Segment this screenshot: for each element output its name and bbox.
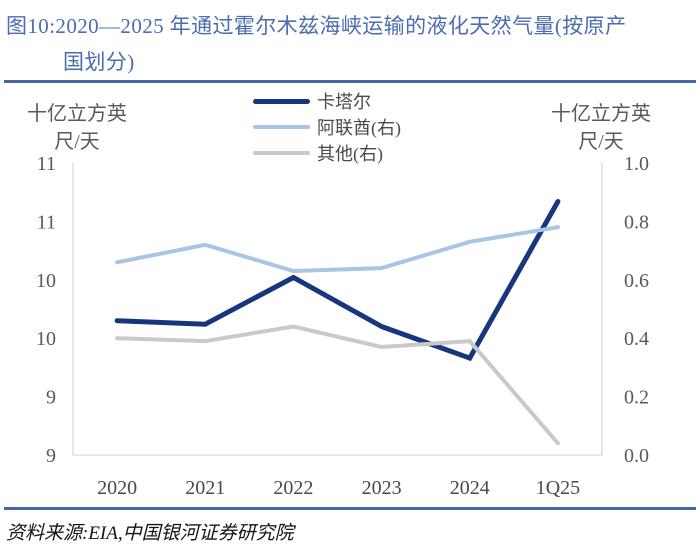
right-axis-tick-label: 0.8	[624, 211, 649, 233]
left-axis-unit: 十亿立方英 尺/天	[22, 100, 132, 156]
left-axis-tick-label: 9	[46, 387, 56, 409]
legend-label: 阿联酋(右)	[317, 118, 401, 138]
left-axis-unit-line1: 十亿立方英	[27, 103, 127, 125]
title-divider-line	[4, 80, 696, 83]
source-note: 资料来源:EIA,中国银河证券研究院	[6, 523, 294, 544]
series-line-2	[115, 324, 560, 446]
right-axis-tick-label: 0.0	[624, 445, 649, 467]
source-divider-line	[4, 507, 696, 510]
left-axis-tick-label: 11	[37, 211, 56, 233]
legend-item-2: 其他(右)	[253, 144, 401, 164]
left-axis-tick-label: 9	[46, 445, 56, 467]
left-axis-tick-label: 11	[37, 153, 56, 175]
x-axis-tick-label: 1Q25	[536, 477, 580, 499]
left-axis-unit-line2: 尺/天	[54, 131, 100, 153]
series-line-1	[115, 225, 560, 274]
legend-item-0: 卡塔尔	[253, 92, 401, 112]
x-axis-tick-label: 2022	[273, 477, 313, 499]
right-axis-unit-line2: 尺/天	[578, 131, 624, 153]
x-axis-tick-label: 2023	[362, 477, 402, 499]
legend-label: 其他(右)	[317, 144, 383, 164]
series-line-0	[114, 199, 561, 362]
axis-frame	[72, 163, 603, 456]
x-axis-tick-label: 2021	[185, 477, 225, 499]
legend-line-swatch	[253, 125, 310, 129]
legend-line-swatch	[253, 151, 310, 155]
right-axis-tick-label: 0.4	[624, 328, 649, 350]
legend-line-swatch	[253, 98, 310, 104]
x-axis-tick-label: 2020	[97, 477, 137, 499]
chart-legend: 卡塔尔阿联酋(右) 其他(右)	[253, 92, 401, 164]
figure-title-line2: 国划分)	[63, 50, 135, 74]
right-axis-tick-label: 0.6	[624, 270, 649, 292]
figure-title-line1: 图10:2020—2025 年通过霍尔木兹海峡运输的液化天然气量(按原产	[6, 14, 627, 38]
legend-label: 卡塔尔	[317, 92, 371, 112]
right-axis-tick-label: 1.0	[624, 153, 649, 175]
legend-item-1: 阿联酋(右)	[253, 118, 401, 138]
left-axis-tick-label: 10	[36, 270, 56, 292]
x-axis-tick-label: 2024	[450, 477, 490, 499]
right-axis-tick-label: 0.2	[624, 387, 649, 409]
left-axis-tick-label: 10	[36, 328, 56, 350]
right-axis-unit-line1: 十亿立方英	[551, 103, 651, 125]
right-axis-unit: 十亿立方英 尺/天	[546, 100, 656, 156]
